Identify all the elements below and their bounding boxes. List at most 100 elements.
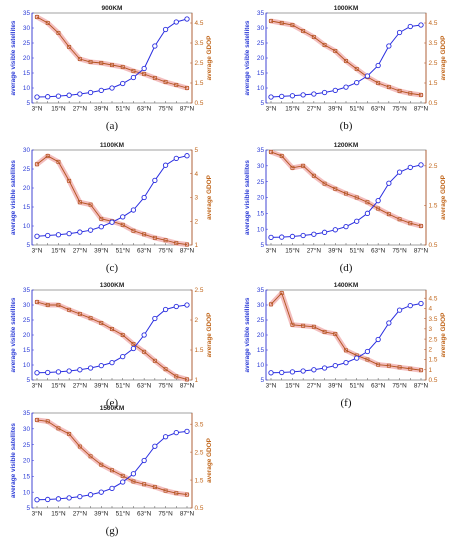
y2-tick-label: 4.5 [195, 20, 204, 27]
y-tick-label: 25 [257, 317, 265, 324]
satellites-point [109, 219, 115, 225]
y-tick-label: 20 [23, 332, 31, 339]
chart-title: 1000KM [334, 5, 359, 12]
satellites-point [268, 94, 274, 100]
y2-tick-label: 1 [195, 242, 199, 249]
satellites-point [162, 306, 169, 313]
satellites-point [130, 345, 137, 352]
satellites-point [184, 302, 190, 308]
y-axis-label: average visible satellites [10, 297, 17, 372]
satellites-point [130, 207, 137, 213]
y-tick-label: 10 [23, 223, 31, 230]
satellites-point [34, 370, 40, 376]
gdop-point [56, 159, 61, 164]
x-tick-label: 39°N [94, 105, 109, 113]
y-tick-label: 35 [257, 147, 265, 154]
y-tick-label: 10 [23, 362, 31, 369]
satellites-point [152, 443, 158, 449]
satellites-point [289, 369, 296, 375]
satellites-point [418, 300, 424, 307]
x-tick-label: 51°N [116, 510, 131, 518]
y2-axis-label: average GDOP [440, 312, 447, 357]
y-axis-label: average visible satellites [10, 423, 17, 498]
y-tick-label: 30 [257, 302, 265, 309]
satellites-point [407, 302, 413, 309]
gdop-band [34, 417, 190, 498]
gdop-point [290, 23, 295, 27]
x-tick-label: 75°N [158, 382, 173, 390]
chart-title: 1300KM [100, 282, 125, 289]
satellites-point [141, 194, 147, 201]
gdop-point [185, 492, 189, 497]
x-tick-label: 27°N [307, 105, 322, 113]
satellites-point [332, 87, 338, 94]
x-tick-label: 75°N [158, 510, 173, 518]
panel-label: (d) [340, 262, 353, 274]
gdop-point [301, 163, 306, 168]
satellites-point [45, 94, 51, 100]
x-tick-label: 87°N [180, 247, 195, 255]
y-tick-label: 35 [257, 10, 265, 17]
y2-axis-label: average GDOP [206, 174, 213, 219]
satellites-point [141, 332, 147, 338]
gdop-point [131, 342, 136, 346]
satellites-point [55, 232, 62, 238]
gdop-point [269, 19, 273, 23]
x-tick-label: 87°N [180, 510, 195, 518]
satellites-point [98, 224, 104, 230]
x-tick-label: 15°N [285, 105, 300, 113]
y-tick-label: 25 [23, 40, 31, 47]
y2-tick-label: 2.5 [429, 336, 438, 343]
y2-tick-label: 1.5 [429, 80, 438, 87]
x-tick-label: 15°N [51, 247, 66, 255]
gdop-point [279, 291, 284, 296]
gdop-point [365, 200, 370, 205]
satellites-point [45, 369, 51, 376]
satellites-point [77, 229, 83, 235]
y-tick-label: 5 [260, 242, 264, 249]
y-axis-label: average visible satellites [244, 160, 251, 235]
y2-tick-label: 3.5 [429, 40, 438, 47]
gdop-point [152, 235, 157, 240]
satellites-point [386, 43, 392, 49]
gdop-point [174, 83, 179, 87]
y2-tick-label: 0.5 [195, 100, 204, 107]
x-tick-label: 39°N [328, 382, 343, 390]
gdop-point [174, 241, 179, 246]
y2-tick-label: 4.5 [429, 295, 438, 302]
gdop-point [120, 473, 125, 478]
y-axis-label: average visible satellites [10, 20, 17, 95]
satellites-point [396, 307, 403, 313]
y-tick-label: 15 [23, 70, 31, 77]
y2-tick-label: 3.5 [195, 40, 204, 47]
y-tick-label: 25 [257, 40, 265, 47]
gdop-point [386, 363, 391, 368]
gdop-point [35, 300, 39, 304]
chart-panel-7: 1500KM 3°N 15°N 27°N 39°N 51°N 63°N 75°N 87°N 5 10… [10, 405, 213, 537]
x-tick-label: 15°N [51, 105, 66, 113]
y2-tick-label: 2.5 [195, 449, 204, 456]
y2-tick-label: 2.5 [429, 163, 438, 170]
satellites-point [364, 210, 371, 216]
satellites-point [268, 234, 274, 241]
x-tick-label: 75°N [392, 382, 407, 390]
satellites-point [87, 365, 94, 371]
x-tick-label: 15°N [51, 510, 66, 518]
x-tick-label: 63°N [137, 382, 152, 390]
panel-label: (f) [341, 397, 352, 409]
gdop-point [120, 333, 125, 337]
satellites-point [45, 232, 51, 239]
x-tick-label: 39°N [328, 247, 343, 255]
satellites-point [55, 93, 62, 99]
satellites-point [152, 177, 158, 184]
panel-label: (b) [340, 120, 353, 132]
gdop-point [120, 222, 125, 227]
satellites-point [162, 434, 169, 440]
panel-label: (e) [106, 397, 119, 409]
gdop-point [99, 462, 104, 467]
satellites-point [87, 227, 94, 233]
chart-panel-5: 1300KM 3°N 15°N 27°N 39°N 51°N 63°N 75°N 87°N 5 10… [10, 282, 213, 409]
satellites-point [152, 315, 158, 322]
gdop-point [174, 374, 179, 379]
